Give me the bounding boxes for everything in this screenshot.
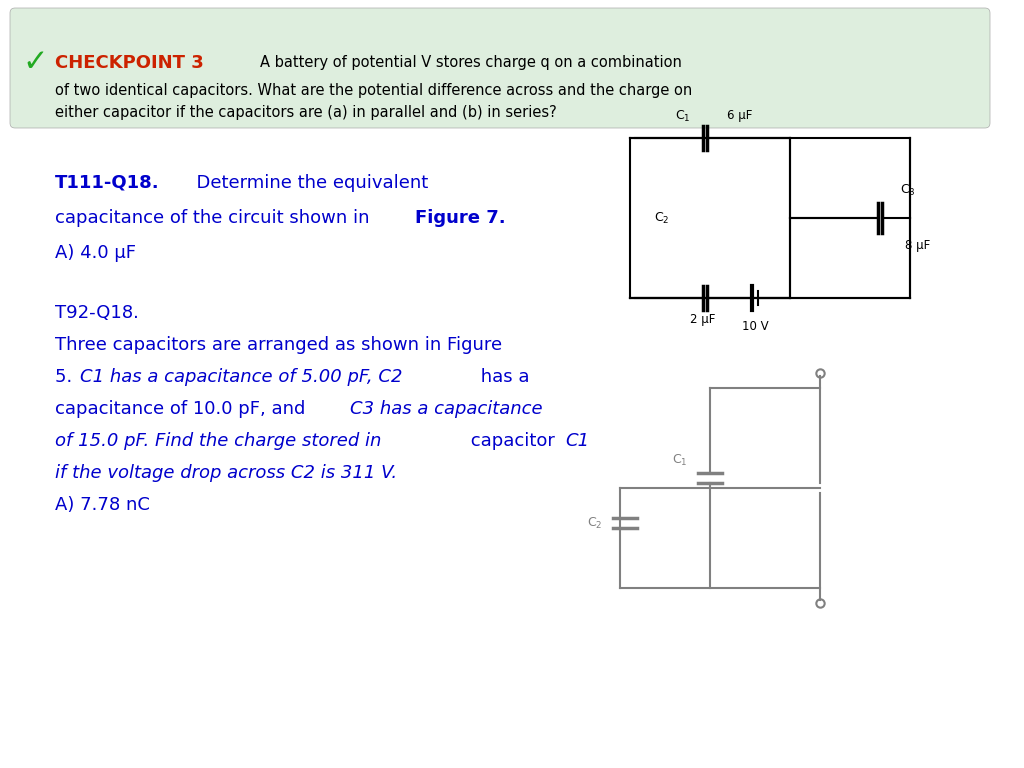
Text: of two identical capacitors. What are the potential difference across and the ch: of two identical capacitors. What are th… <box>55 82 692 98</box>
Text: C1 has a capacitance of 5.00 pF, C2: C1 has a capacitance of 5.00 pF, C2 <box>80 368 402 386</box>
Text: C$_1$: C$_1$ <box>675 108 691 124</box>
Text: T111-Q18.: T111-Q18. <box>55 174 160 192</box>
Text: C3 has a capacitance: C3 has a capacitance <box>350 400 543 418</box>
Text: Determine the equivalent: Determine the equivalent <box>185 174 428 192</box>
Text: capacitance of 10.0 pF, and: capacitance of 10.0 pF, and <box>55 400 311 418</box>
Text: A) 7.78 nC: A) 7.78 nC <box>55 496 150 514</box>
Text: 8 μF: 8 μF <box>905 240 930 253</box>
Text: C$_1$: C$_1$ <box>672 452 688 468</box>
Text: capacitor: capacitor <box>465 432 560 450</box>
Text: Figure 7.: Figure 7. <box>415 209 506 227</box>
Text: if the voltage drop across C2 is 311 V.: if the voltage drop across C2 is 311 V. <box>55 464 397 482</box>
Text: of 15.0 pF. Find the charge stored in: of 15.0 pF. Find the charge stored in <box>55 432 381 450</box>
Text: 10 V: 10 V <box>741 319 768 333</box>
Text: Three capacitors are arranged as shown in Figure: Three capacitors are arranged as shown i… <box>55 336 502 354</box>
Text: C$_2$: C$_2$ <box>588 515 603 531</box>
Text: capacitance of the circuit shown in: capacitance of the circuit shown in <box>55 209 375 227</box>
Text: A battery of potential V stores charge q on a combination: A battery of potential V stores charge q… <box>260 55 682 71</box>
Text: C$_2$: C$_2$ <box>654 210 670 226</box>
Text: C$_3$: C$_3$ <box>900 183 915 197</box>
Text: T92-Q18.: T92-Q18. <box>55 304 139 322</box>
Text: C1: C1 <box>565 432 589 450</box>
Text: 2 μF: 2 μF <box>690 313 716 326</box>
Text: either capacitor if the capacitors are (a) in parallel and (b) in series?: either capacitor if the capacitors are (… <box>55 105 557 121</box>
Text: has a: has a <box>475 368 529 386</box>
Text: 6 μF: 6 μF <box>727 110 753 123</box>
FancyBboxPatch shape <box>10 8 990 128</box>
Text: ✓: ✓ <box>23 48 48 78</box>
Text: A) 4.0 μF: A) 4.0 μF <box>55 244 136 262</box>
Text: CHECKPOINT 3: CHECKPOINT 3 <box>55 54 204 72</box>
Text: 5.: 5. <box>55 368 78 386</box>
